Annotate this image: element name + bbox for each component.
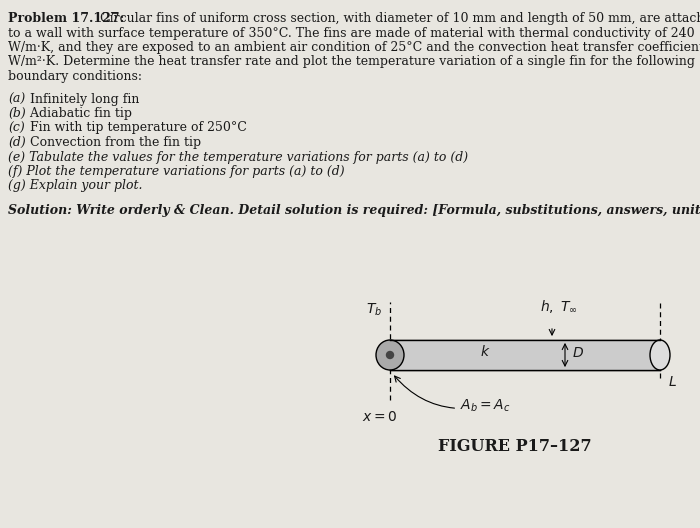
Bar <box>390 340 660 370</box>
Text: to a wall with surface temperature of 350°C. The fins are made of material with : to a wall with surface temperature of 35… <box>8 26 694 40</box>
Text: $A_b = A_c$: $A_b = A_c$ <box>395 376 510 414</box>
Text: $L$: $L$ <box>668 375 677 389</box>
Text: (g) Explain your plot.: (g) Explain your plot. <box>8 180 143 193</box>
Text: (f) Plot the temperature variations for parts (a) to (d): (f) Plot the temperature variations for … <box>8 165 344 178</box>
Text: Circular fins of uniform cross section, with diameter of 10 mm and length of 50 : Circular fins of uniform cross section, … <box>96 12 700 25</box>
Text: (c): (c) <box>8 121 25 135</box>
Text: Convection from the fin tip: Convection from the fin tip <box>26 136 201 149</box>
Text: $D$: $D$ <box>572 346 584 360</box>
Text: W/m²·K. Determine the heat transfer rate and plot the temperature variation of a: W/m²·K. Determine the heat transfer rate… <box>8 55 695 69</box>
Ellipse shape <box>650 340 670 370</box>
Text: $k$: $k$ <box>480 344 490 360</box>
Text: Infinitely long fin: Infinitely long fin <box>26 92 139 106</box>
Bar <box>390 340 660 370</box>
Text: $h,\ T_\infty$: $h,\ T_\infty$ <box>540 298 578 315</box>
Text: W/m·K, and they are exposed to an ambient air condition of 25°C and the convecti: W/m·K, and they are exposed to an ambien… <box>8 41 700 54</box>
Text: (a): (a) <box>8 92 25 106</box>
Text: $T_b$: $T_b$ <box>366 301 382 318</box>
Text: Fin with tip temperature of 250°C: Fin with tip temperature of 250°C <box>26 121 247 135</box>
Text: (b): (b) <box>8 107 26 120</box>
Ellipse shape <box>376 340 404 370</box>
Circle shape <box>386 352 393 359</box>
Text: FIGURE P17–127: FIGURE P17–127 <box>438 438 592 455</box>
Text: Adiabatic fin tip: Adiabatic fin tip <box>26 107 132 120</box>
Text: Solution: Write orderly & Clean. Detail solution is required: [Formula, substitu: Solution: Write orderly & Clean. Detail … <box>8 204 700 217</box>
Text: boundary conditions:: boundary conditions: <box>8 70 142 83</box>
Text: $x = 0$: $x = 0$ <box>363 410 398 424</box>
Text: Problem 17.127:: Problem 17.127: <box>8 12 125 25</box>
Text: (e) Tabulate the values for the temperature variations for parts (a) to (d): (e) Tabulate the values for the temperat… <box>8 150 468 164</box>
Text: (d): (d) <box>8 136 26 149</box>
